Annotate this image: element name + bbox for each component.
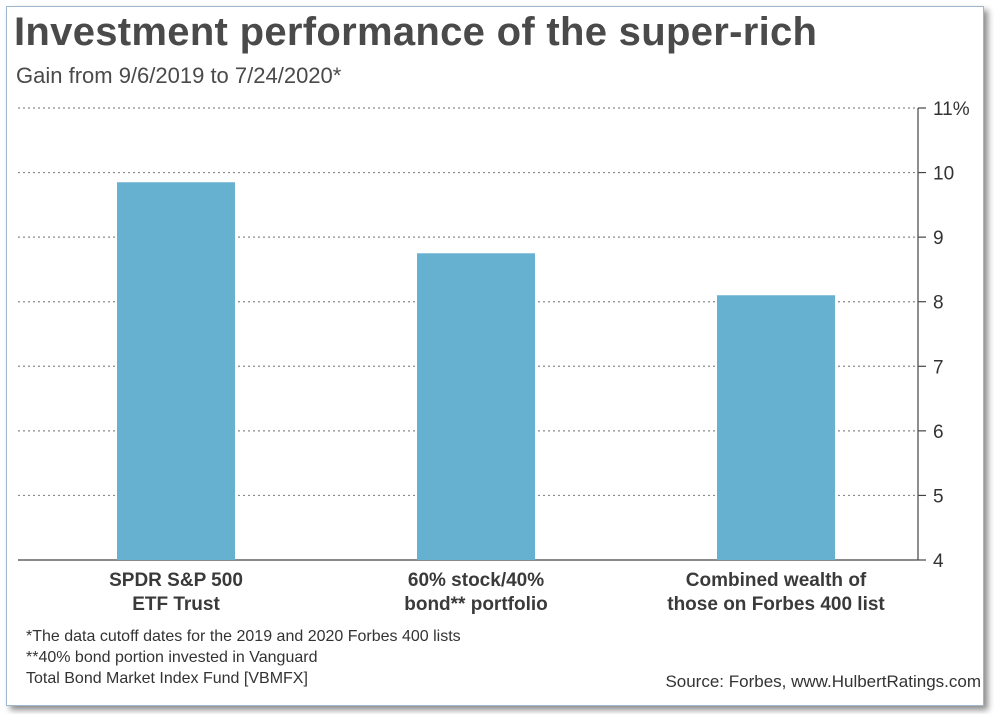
bar (717, 295, 835, 560)
x-tick-label: Combined wealth of (686, 570, 867, 591)
y-tick-label: 11% (933, 99, 970, 120)
x-tick-label: SPDR S&P 500 (109, 570, 243, 591)
x-tick-label: 60% stock/40% (408, 570, 544, 591)
y-tick-label: 5 (933, 486, 944, 507)
y-tick-label: 8 (933, 293, 944, 314)
footnote-2: **40% bond portion invested in Vanguard (26, 649, 318, 666)
x-tick-label: those on Forbes 400 list (667, 594, 885, 615)
bar (117, 182, 235, 560)
x-tick-label: bond** portfolio (404, 594, 548, 615)
y-tick-label: 6 (933, 422, 944, 443)
y-tick-label: 10 (933, 164, 954, 185)
footnote-3: Total Bond Market Index Fund [VBMFX] (26, 670, 308, 687)
x-tick-label: ETF Trust (132, 594, 220, 615)
y-tick-label: 4 (933, 551, 944, 572)
chart-subtitle: Gain from 9/6/2019 to 7/24/2020* (16, 63, 342, 88)
y-tick-label: 7 (933, 357, 944, 378)
y-tick-label: 9 (933, 228, 944, 249)
source-note: Source: Forbes, www.HulbertRatings.com (665, 672, 981, 691)
bar (417, 253, 535, 561)
footnote-1: *The data cutoff dates for the 2019 and … (26, 628, 461, 645)
footnotes: *The data cutoff dates for the 2019 and … (26, 626, 461, 689)
chart-title: Investment performance of the super-rich (14, 10, 818, 54)
